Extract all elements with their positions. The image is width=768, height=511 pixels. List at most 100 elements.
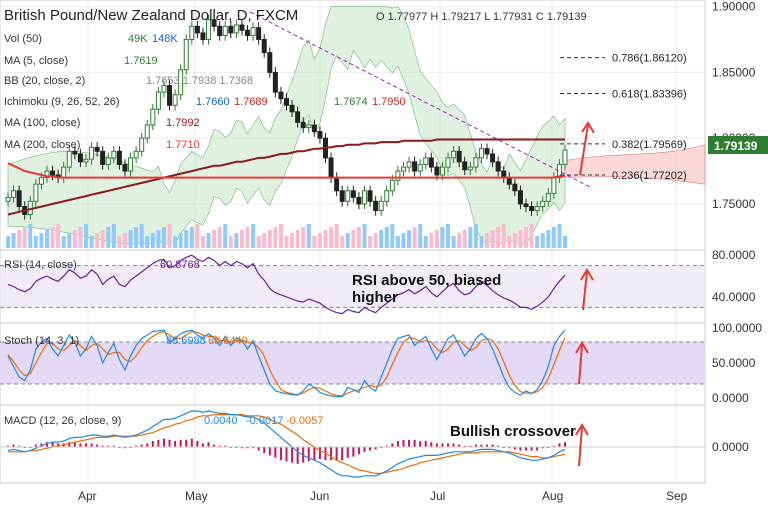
volume-bar	[122, 233, 127, 248]
volume-bar	[384, 227, 389, 248]
macd-histogram-bar	[552, 445, 555, 447]
candle-body	[367, 190, 373, 202]
volume-bar	[22, 227, 27, 248]
candle-body	[150, 108, 156, 126]
volume-bar	[446, 224, 451, 248]
macd-histogram-bar	[101, 445, 104, 447]
macd-histogram-bar	[296, 447, 299, 464]
volume-bar	[223, 224, 228, 248]
candle-body	[378, 200, 384, 212]
volume-bars	[6, 224, 567, 248]
macd-histogram-bar	[135, 445, 138, 447]
stoch-label: Stoch (14, 3, 1)	[4, 335, 79, 347]
volume-bar	[217, 227, 222, 248]
ichimoku-value-3: 1.7674	[334, 96, 368, 108]
candle-body	[77, 153, 83, 163]
volume-bar	[189, 227, 194, 248]
volume-bar	[312, 236, 317, 248]
volume-bar	[178, 233, 183, 248]
volume-bar	[351, 230, 356, 248]
candle-body	[72, 150, 78, 155]
candle-body	[361, 190, 367, 205]
candle-body	[155, 91, 161, 110]
macd-histogram-bar	[201, 443, 204, 447]
macd-histogram-bar	[335, 447, 338, 461]
macd-histogram-bar	[68, 442, 71, 447]
up-arrow-icon	[575, 423, 589, 467]
candle-body	[484, 148, 490, 155]
candle-body	[161, 85, 167, 93]
stoch-d-line	[7, 330, 566, 397]
macd-histogram-bar	[463, 445, 466, 447]
candle-body	[38, 177, 44, 185]
volume-bar	[156, 230, 161, 248]
macd-histogram-bar	[79, 443, 82, 447]
macd-histogram-bar	[363, 447, 366, 452]
macd-histogram-bar	[491, 444, 494, 447]
candle-body	[417, 163, 423, 172]
candle-body	[222, 25, 228, 37]
volume-bar	[228, 236, 233, 248]
rsi-value: 60.8768	[160, 259, 200, 271]
y-tick-label: 1.85000	[712, 65, 756, 79]
candle-body	[250, 27, 256, 37]
macd-value-2: -0.0017	[246, 415, 283, 427]
rsi-tick-label: 80.0000	[712, 248, 756, 262]
fibonacci-levels: 0.786(1.86120) 0.618(1.83396) 0.382(1.7956…	[560, 53, 687, 182]
candle-body	[517, 190, 523, 205]
cloud-future	[564, 144, 706, 185]
candle-body	[189, 25, 195, 40]
ma200-line	[7, 162, 565, 179]
macd-histogram-bar	[90, 443, 93, 447]
macd-histogram-bar	[513, 447, 516, 450]
fib-level-label: 0.382(1.79569)	[612, 139, 687, 151]
candle-body	[94, 146, 100, 152]
volume-bar	[490, 230, 495, 248]
fib-level-label: 0.236(1.77202)	[612, 170, 687, 182]
macd-panel	[0, 404, 706, 484]
volume-bar	[529, 224, 534, 248]
macd-histogram-bar	[508, 447, 511, 449]
macd-histogram-bar	[190, 438, 193, 447]
candle-body	[289, 104, 295, 113]
volume-bar	[340, 236, 345, 248]
macd-histogram-bar	[369, 447, 372, 451]
fib-level-label: 0.618(1.83396)	[612, 88, 687, 100]
macd-histogram-bar	[279, 447, 282, 461]
volume-bar	[61, 236, 66, 248]
fib-level-label: 0.786(1.86120)	[612, 53, 687, 65]
candle-body	[66, 150, 72, 168]
macd-histogram-bar	[352, 447, 355, 457]
candle-body	[400, 166, 406, 172]
volume-bar	[100, 230, 105, 248]
volume-bar	[195, 224, 200, 248]
macd-label: MACD (12, 26, close, 9)	[4, 415, 121, 427]
candle-body	[295, 111, 301, 123]
candle-body	[328, 157, 334, 179]
macd-histogram-bar	[218, 445, 221, 447]
candle-body	[412, 161, 418, 172]
candle-body	[428, 157, 434, 168]
candle-body	[33, 183, 39, 202]
bb-label: BB (20, close, 2)	[4, 75, 85, 87]
cloud-area	[7, 6, 566, 244]
current-price-value: 1.79139	[714, 139, 758, 153]
volume-bar	[95, 233, 100, 248]
volume-bar	[468, 227, 473, 248]
macd-histogram-bar	[263, 447, 266, 453]
volume-bar	[457, 233, 462, 248]
x-tick-label: Jun	[310, 489, 329, 503]
volume-bar	[451, 236, 456, 248]
macd-histogram-bar	[151, 441, 154, 447]
macd-histogram-bar	[285, 447, 288, 462]
macd-histogram-bar	[240, 447, 243, 449]
candle-body	[534, 206, 540, 212]
macd-histogram-bar	[430, 442, 433, 447]
current-price-badge	[708, 136, 768, 154]
candle-body	[194, 25, 200, 34]
candle-body	[16, 190, 22, 208]
macd-histogram-bar	[257, 447, 260, 451]
candle-body	[128, 157, 134, 172]
volume-bar	[334, 224, 339, 248]
